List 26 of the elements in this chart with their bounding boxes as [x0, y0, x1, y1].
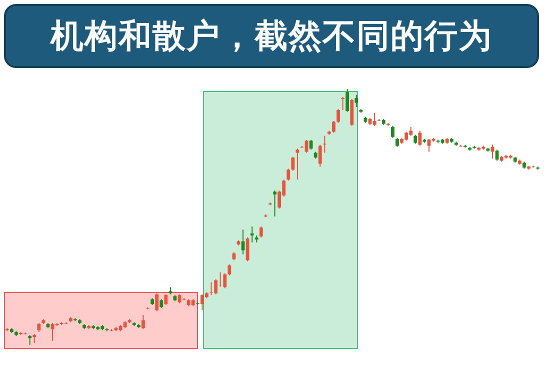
candlestick	[336, 108, 340, 124]
candlestick	[246, 236, 250, 262]
candlestick	[228, 264, 232, 276]
candlestick	[296, 148, 300, 180]
candlestick	[142, 314, 145, 330]
candlestick	[418, 130, 422, 146]
candlestick	[332, 120, 336, 134]
candlestick	[28, 334, 32, 346]
candlestick	[155, 292, 159, 312]
candlestick	[273, 190, 276, 217]
candlestick	[250, 226, 254, 243]
candlestick	[427, 138, 431, 152]
candlestick	[164, 294, 168, 306]
candlestick	[223, 272, 227, 289]
candlestick	[354, 94, 358, 108]
candlestick	[322, 135, 326, 154]
candlestick	[391, 125, 394, 138]
candlestick	[291, 156, 295, 172]
candlestick	[346, 88, 350, 112]
candlestick	[286, 168, 290, 182]
candlestick	[341, 96, 345, 110]
chart-title: 机构和散户，截然不同的行为	[4, 4, 539, 68]
candlestick	[372, 112, 376, 126]
candlestick	[318, 144, 322, 168]
candlestick	[259, 226, 263, 238]
candlestick	[309, 139, 313, 150]
